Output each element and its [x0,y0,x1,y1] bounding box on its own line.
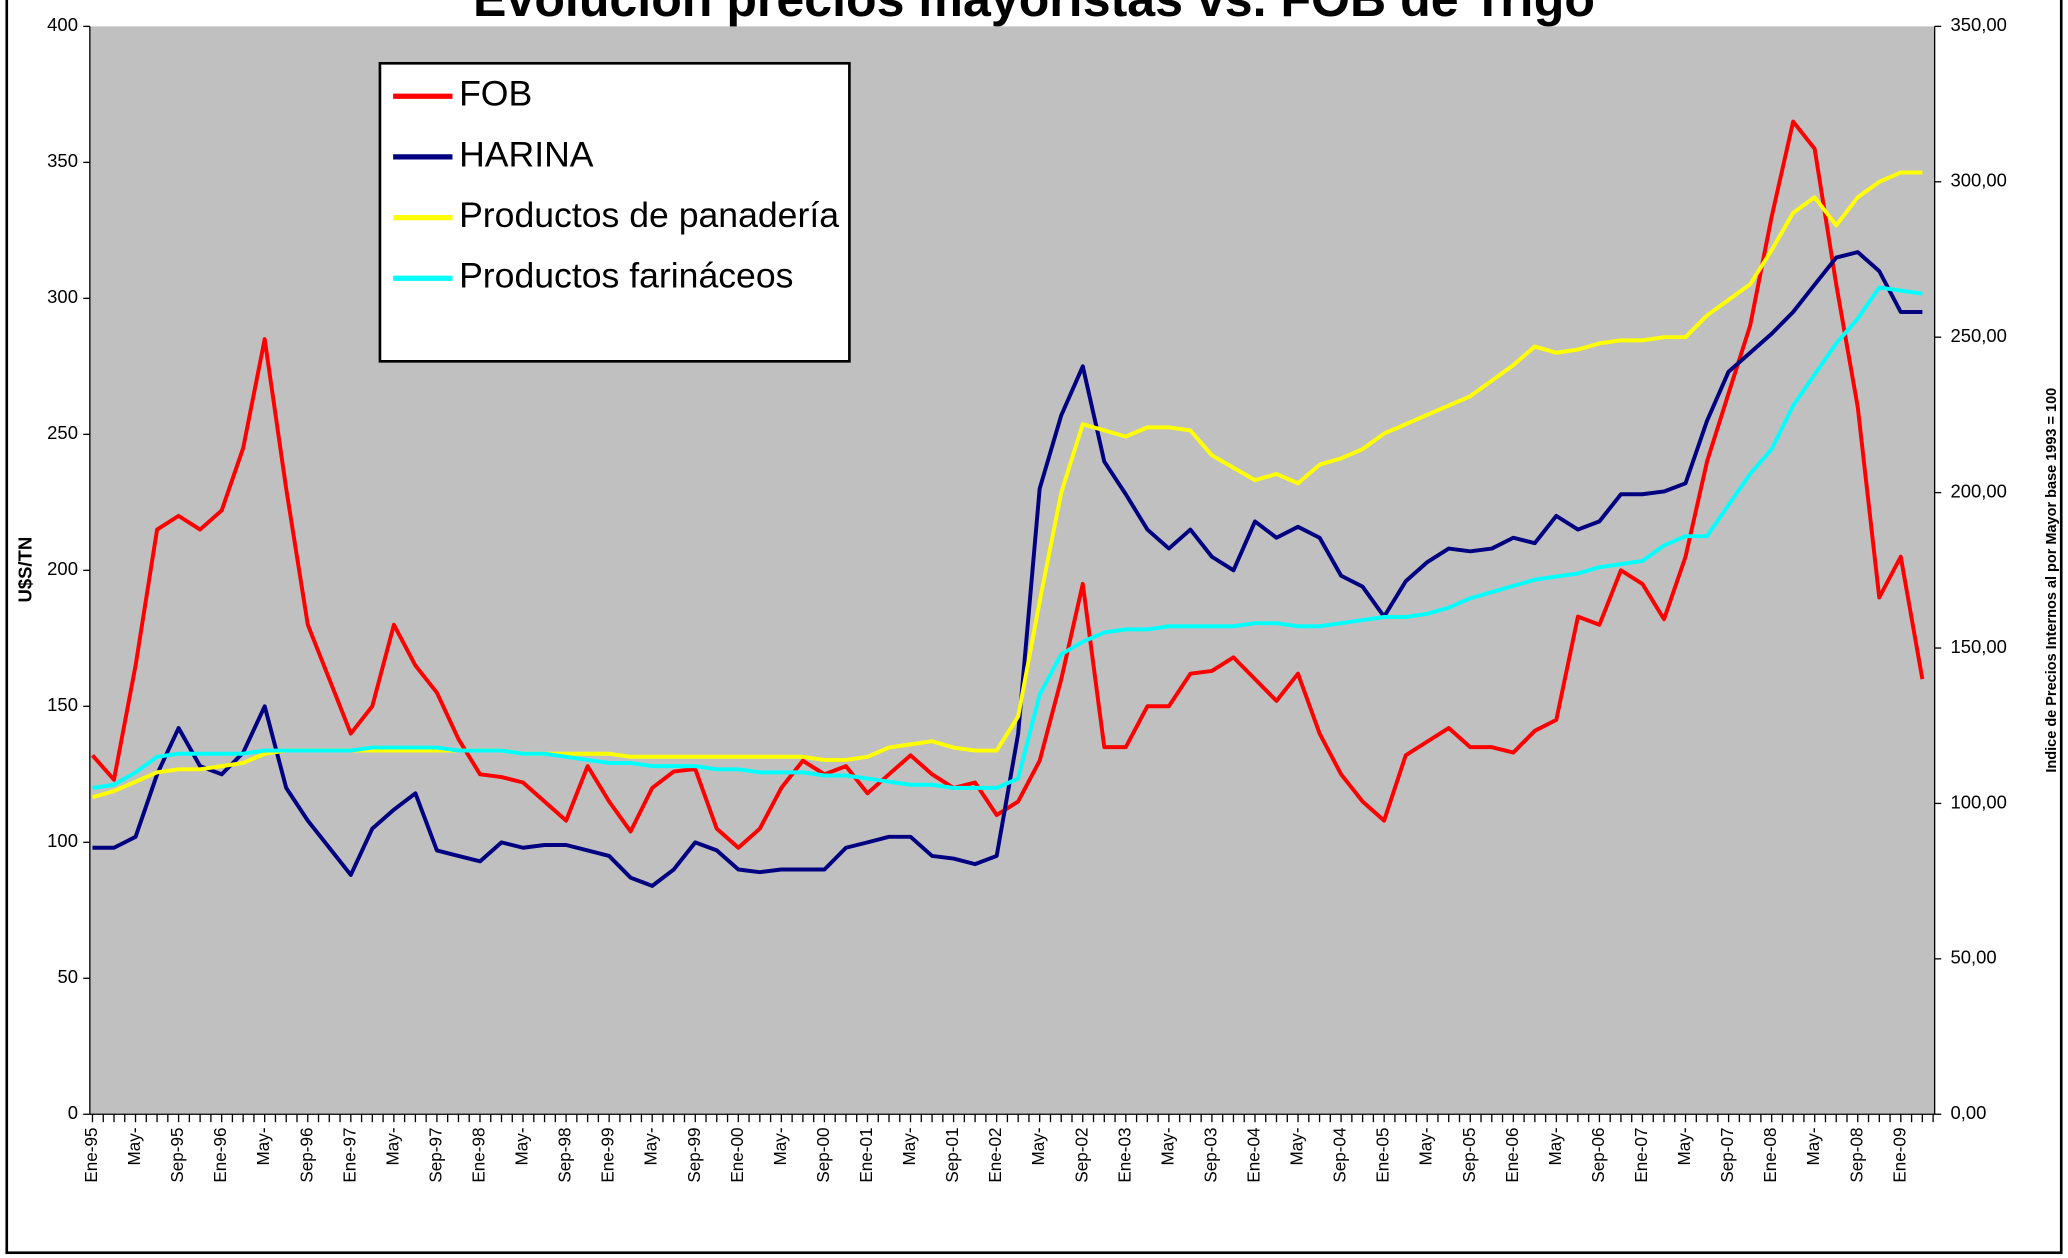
y-tick-label: 50 [57,966,78,987]
x-tick-label: Sep-02 [1071,1127,1091,1182]
x-tick-label: Ene-98 [469,1127,489,1182]
y2-tick-label: 100,00 [1950,791,2006,812]
y2-tick-label: 200,00 [1950,480,2006,501]
x-tick-label: Sep-96 [296,1127,316,1182]
x-tick-label: Sep-07 [1717,1127,1737,1182]
x-tick-label: Sep-01 [942,1127,962,1182]
y2-tick-label: 300,00 [1950,170,2006,191]
x-tick-label: Sep-99 [684,1127,704,1182]
legend-box [378,61,851,363]
x-tick-label: Ene-05 [1373,1127,1393,1182]
y-tick-label: 250 [47,422,78,443]
x-tick-label: Sep-95 [167,1127,187,1182]
x-tick-label: Ene-99 [598,1127,618,1182]
y-tick-label: 200 [47,558,78,579]
x-tick-label: Ene-02 [985,1127,1005,1182]
x-tick-label: Ene-07 [1631,1127,1651,1182]
y-tick-label: 350 [47,150,78,171]
y2-axis-label: Indice de Precios Internos al por Mayor … [2044,388,2060,773]
legend-label: HARINA [459,134,594,174]
x-tick-label: May- [124,1127,144,1165]
x-tick-label: Ene-00 [727,1127,747,1182]
y2-tick-label: 250,00 [1950,325,2006,346]
x-tick-label: May- [1028,1127,1048,1165]
x-tick-label: Ene-95 [81,1127,101,1182]
x-tick-label: May- [1803,1127,1823,1165]
y2-tick-label: 150,00 [1950,636,2006,657]
x-tick-label: Sep-05 [1459,1127,1479,1182]
legend-label: Productos farináceos [459,256,793,296]
y-tick-label: 300 [47,286,78,307]
y-tick-label: 100 [47,830,78,851]
x-tick-label: May- [899,1127,919,1165]
x-tick-label: Sep-03 [1200,1127,1220,1182]
x-tick-label: Ene-09 [1889,1127,1909,1182]
x-tick-label: Ene-03 [1114,1127,1134,1182]
x-tick-label: Sep-06 [1588,1127,1608,1182]
x-tick-label: Sep-04 [1330,1127,1350,1183]
y2-tick-label: 0,00 [1950,1102,1986,1123]
x-tick-label: May- [382,1127,402,1165]
x-tick-label: May- [1416,1127,1436,1165]
x-tick-label: Sep-08 [1846,1127,1866,1182]
x-tick-label: Sep-98 [555,1127,575,1182]
x-tick-label: May- [1674,1127,1694,1165]
x-tick-label: May- [770,1127,790,1165]
x-tick-label: May- [641,1127,661,1165]
x-tick-label: May- [1545,1127,1565,1165]
chart-title: Evolución precios mayoristas vs. FOB de … [473,0,1595,27]
x-tick-label: May- [1287,1127,1307,1165]
x-tick-label: Ene-06 [1502,1127,1522,1182]
plot-area [89,26,1935,1115]
y-tick-label: 400 [47,14,78,35]
legend-label: Productos de panadería [459,195,839,235]
x-tick-label: Ene-08 [1760,1127,1780,1182]
x-tick-label: Ene-97 [339,1127,359,1182]
x-tick-label: Ene-96 [210,1127,230,1182]
series-line [92,285,1923,790]
y-axis-label: U$S/TN [14,537,35,603]
y-tick-label: 0 [68,1102,78,1123]
y2-tick-label: 50,00 [1950,947,1996,968]
x-tick-label: Ene-01 [856,1127,876,1182]
series-line [92,250,1923,888]
x-tick-label: Sep-97 [425,1127,445,1182]
series-line [90,119,1925,850]
legend-label: FOB [459,74,532,114]
x-tick-label: May- [512,1127,532,1165]
x-tick-label: May- [1157,1127,1177,1165]
y2-tick-label: 350,00 [1950,14,2006,35]
x-tick-label: May- [253,1127,273,1165]
series-line [91,170,1923,800]
x-tick-label: Sep-00 [813,1127,833,1182]
x-tick-label: Ene-04 [1244,1127,1264,1183]
y-tick-label: 150 [47,694,78,715]
